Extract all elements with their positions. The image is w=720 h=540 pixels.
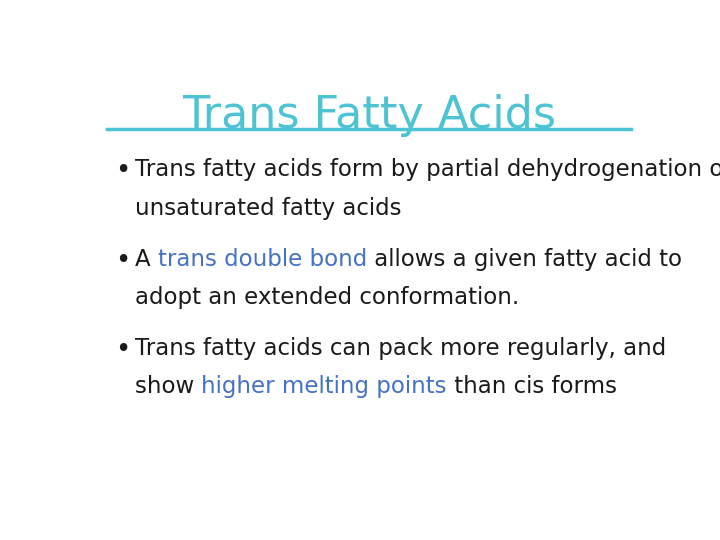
Text: higher melting points: higher melting points <box>201 375 446 399</box>
Text: Trans Fatty Acids: Trans Fatty Acids <box>182 94 556 137</box>
Text: Trans fatty acids form by partial dehydrogenation of: Trans fatty acids form by partial dehydr… <box>135 158 720 181</box>
Text: A: A <box>135 248 158 271</box>
Text: show: show <box>135 375 201 399</box>
Text: trans double bond: trans double bond <box>158 248 366 271</box>
Text: •: • <box>115 337 130 363</box>
Text: •: • <box>115 158 130 184</box>
Text: •: • <box>115 248 130 274</box>
Text: allows a given fatty acid to: allows a given fatty acid to <box>366 248 682 271</box>
Text: unsaturated fatty acids: unsaturated fatty acids <box>135 197 401 220</box>
Text: than cis forms: than cis forms <box>446 375 616 399</box>
Text: Trans fatty acids can pack more regularly, and: Trans fatty acids can pack more regularl… <box>135 337 666 360</box>
Text: adopt an extended conformation.: adopt an extended conformation. <box>135 286 519 309</box>
